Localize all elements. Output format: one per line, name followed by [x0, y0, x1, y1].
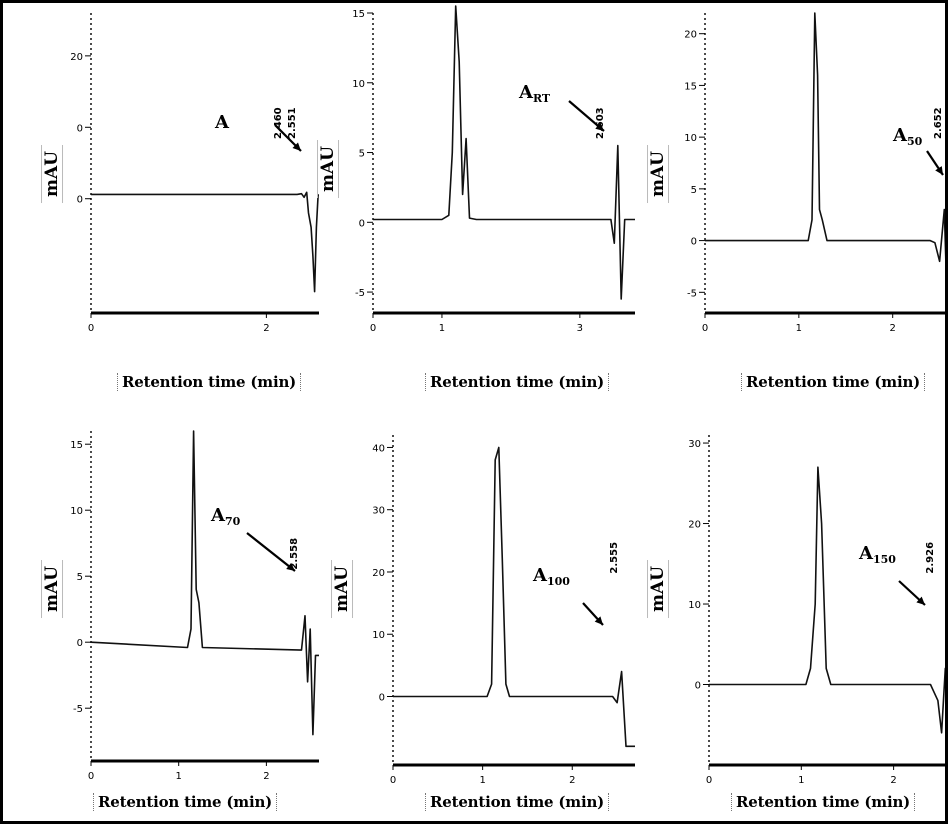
- y-tick-label: 5: [77, 572, 83, 583]
- x-tick-label: 0: [370, 323, 376, 334]
- peak-retention-label: 2.551: [287, 107, 298, 139]
- sample-annotation: A100: [532, 565, 570, 588]
- x-tick-label: 2: [890, 775, 896, 786]
- x-tick-label: 0: [88, 323, 94, 334]
- sample-annotation: A50: [892, 125, 923, 148]
- chart-svg: 20 0 0 0 2 2.460 2.551 A: [70, 13, 319, 334]
- x-tick-label: 1: [176, 771, 182, 782]
- peak-retention-label: 2.652: [933, 107, 944, 139]
- y-tick-label: 15: [70, 440, 83, 451]
- arrowhead-icon: [916, 596, 925, 605]
- y-tick-label: 15: [684, 81, 697, 92]
- x-tick-label: 0: [702, 323, 708, 334]
- y-tick-label: 10: [688, 600, 701, 611]
- x-tick-label: 1: [439, 323, 445, 334]
- y-tick-label: 20: [688, 520, 701, 531]
- y-axis-label: mAU: [331, 559, 354, 619]
- y-axis-label: mAU: [41, 144, 64, 204]
- x-tick-label: 3: [577, 323, 583, 334]
- y-tick-label: 0: [77, 123, 83, 134]
- sample-annotation: ART: [518, 82, 551, 105]
- peak-retention-label: 2.558: [289, 538, 300, 570]
- x-tick-label: 2: [263, 323, 269, 334]
- chromatogram-panel-3: 20 15 10 5 0 -5 0 1 2 2.652 A50 mAU Retention time (…: [637, 3, 945, 403]
- chromatogram-panel-4: 15 10 5 0 -5 0 1 2 2.558 A70 mAU Retention time (mi…: [3, 413, 321, 821]
- arrowhead-icon: [594, 616, 603, 625]
- y-tick-label: -5: [73, 704, 83, 715]
- x-tick-label: 1: [479, 775, 485, 786]
- peak-retention-label: 2.926: [925, 542, 936, 574]
- chromatogram-panel-5: 40 30 20 10 0 0 1 2 2.555 A100 mAU Retention time (…: [321, 413, 637, 821]
- y-tick-label: 10: [70, 506, 83, 517]
- x-axis-label: Retention time (min): [741, 373, 926, 391]
- y-tick-label: 30: [372, 506, 385, 517]
- y-tick-label: 30: [688, 439, 701, 450]
- peak-retention-label: 2.460: [273, 107, 284, 139]
- y-tick-label: 20: [70, 52, 83, 63]
- chromatogram-trace: [705, 12, 945, 263]
- y-tick-label: 0: [359, 218, 365, 229]
- y-tick-label: 10: [684, 133, 697, 144]
- x-tick-label: 2: [263, 771, 269, 782]
- y-tick-label: 0: [77, 638, 83, 649]
- sample-annotation: A150: [858, 543, 896, 566]
- chart-svg: 15 10 5 0 -5 0 1 2 2.558 A70: [70, 430, 319, 782]
- chromatogram-trace: [373, 5, 635, 300]
- y-tick-label: 0: [379, 693, 385, 704]
- chromatogram-trace: [91, 191, 319, 293]
- x-axis-label: Retention time (min): [117, 373, 302, 391]
- arrowhead-icon: [292, 142, 301, 151]
- sample-annotation: A70: [210, 505, 241, 528]
- y-tick-label: 5: [691, 185, 697, 196]
- x-axis-label: Retention time (min): [731, 793, 916, 811]
- chromatogram-trace: [393, 446, 635, 748]
- x-tick-label: 1: [796, 323, 802, 334]
- y-tick-label: 5: [359, 149, 365, 160]
- y-axis-label: mAU: [647, 144, 670, 204]
- y-tick-label: 0: [77, 195, 83, 206]
- y-tick-label: 15: [352, 9, 365, 20]
- y-tick-label: 20: [372, 568, 385, 579]
- y-tick-label: 0: [695, 681, 701, 692]
- x-tick-label: 1: [798, 775, 804, 786]
- y-tick-label: 0: [691, 237, 697, 248]
- arrowhead-icon: [935, 166, 943, 175]
- chromatogram-panel-6: 30 20 10 0 0 1 2 2.926 A150 mAU Retention time (mi…: [637, 413, 945, 821]
- x-tick-label: 0: [88, 771, 94, 782]
- arrowhead-icon: [595, 122, 604, 131]
- peak-retention-label: 2.555: [609, 542, 620, 574]
- chart-svg: 40 30 20 10 0 0 1 2 2.555 A100: [372, 435, 635, 786]
- y-tick-label: 20: [684, 30, 697, 41]
- y-tick-label: 10: [352, 79, 365, 90]
- y-tick-label: -5: [355, 288, 365, 299]
- y-tick-label: -5: [687, 288, 697, 299]
- x-axis-label: Retention time (min): [93, 793, 278, 811]
- arrowhead-icon: [286, 562, 295, 571]
- x-tick-label: 0: [706, 775, 712, 786]
- x-axis-label: Retention time (min): [425, 373, 610, 391]
- x-tick-label: 0: [390, 775, 396, 786]
- chart-svg: 30 20 10 0 0 1 2 2.926 A150: [688, 435, 945, 786]
- y-tick-label: 40: [372, 443, 385, 454]
- y-axis-label: mAU: [317, 139, 340, 199]
- sample-annotation: A: [214, 112, 230, 133]
- y-tick-label: 10: [372, 630, 385, 641]
- chart-svg: 20 15 10 5 0 -5 0 1 2 2.652 A50: [684, 12, 945, 334]
- annotation-arrow: [246, 532, 296, 572]
- chromatogram-trace: [90, 430, 319, 736]
- chromatogram-trace: [709, 466, 945, 734]
- y-axis-label: mAU: [41, 559, 64, 619]
- x-tick-label: 2: [890, 323, 896, 334]
- x-tick-label: 2: [569, 775, 575, 786]
- x-axis-label: Retention time (min): [425, 793, 610, 811]
- y-axis-label: mAU: [647, 559, 670, 619]
